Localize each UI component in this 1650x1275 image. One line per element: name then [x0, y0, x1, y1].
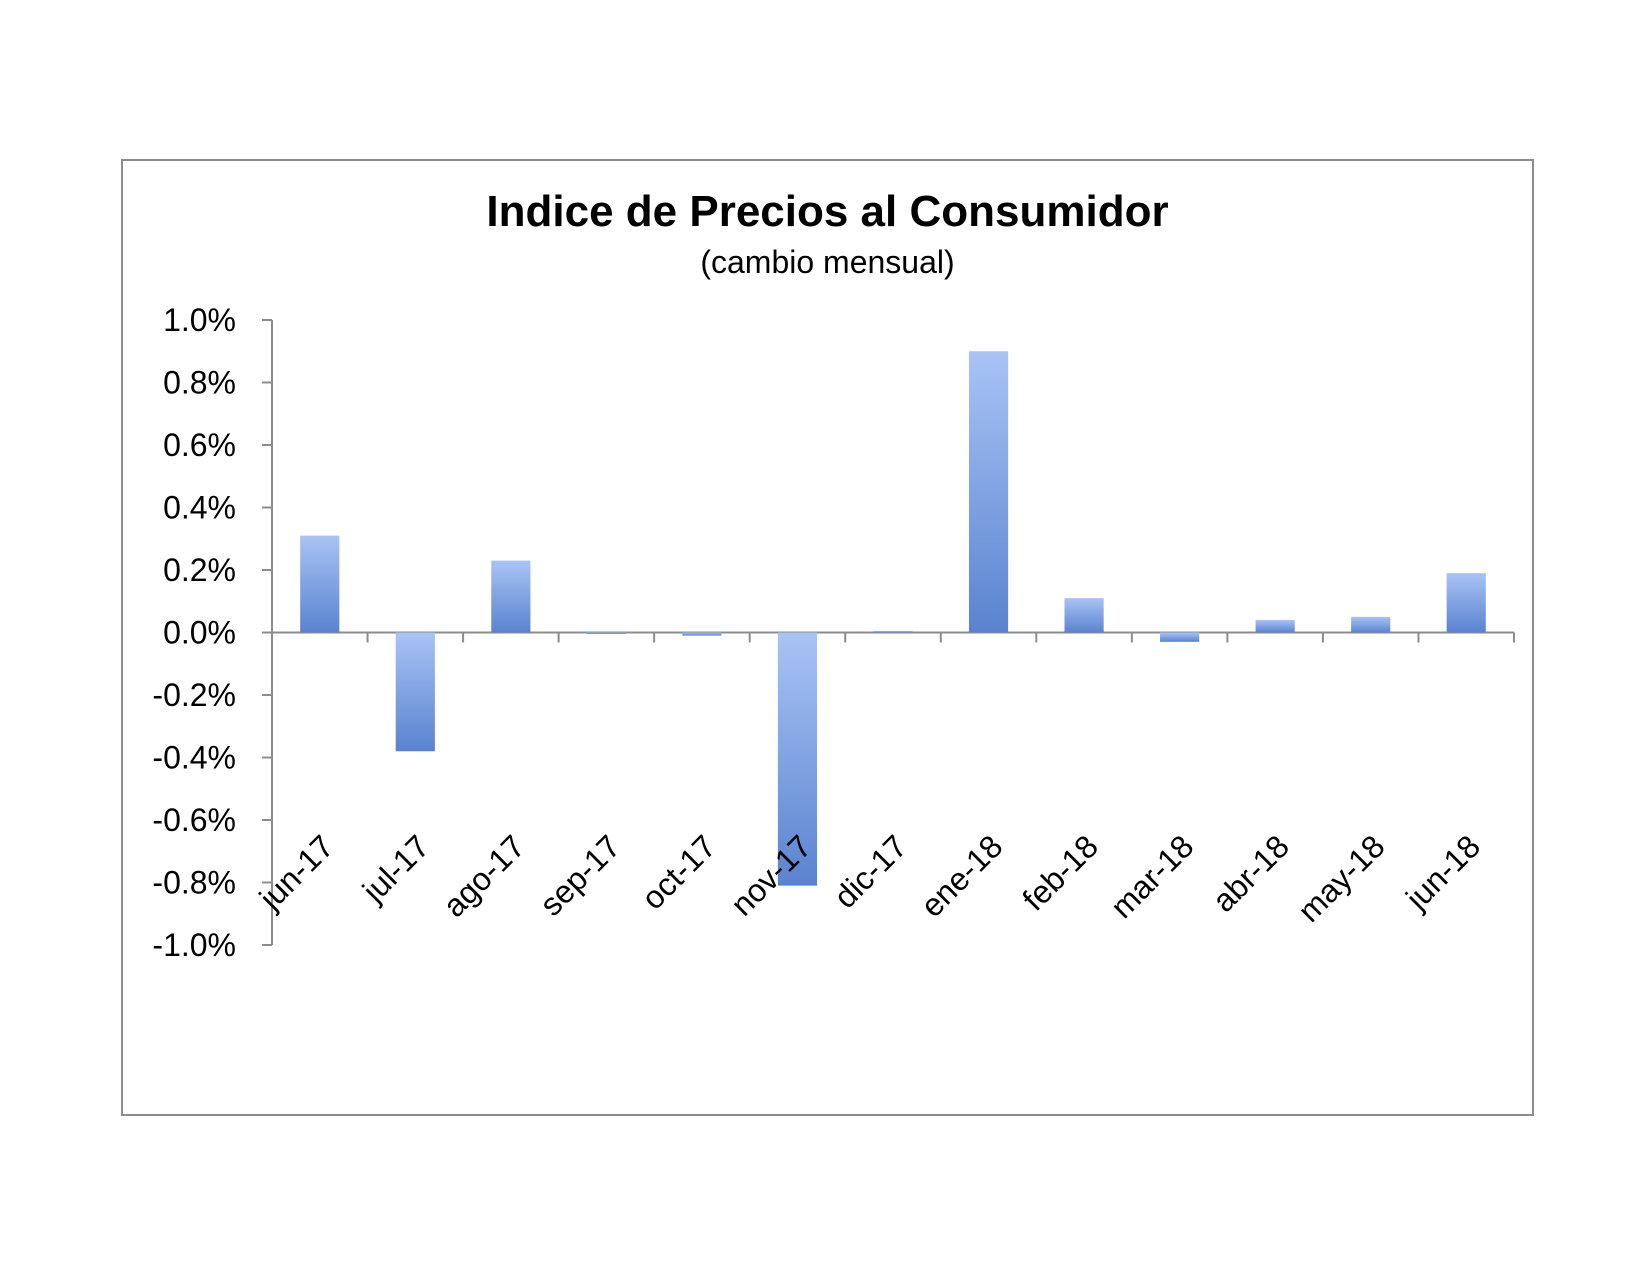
y-tick-label: 0.2%	[163, 552, 236, 588]
bar-abr-18	[1255, 620, 1295, 633]
x-tick-label: abr-18	[1205, 828, 1296, 919]
y-tick-label: -0.6%	[152, 802, 236, 838]
bar-ene-18	[968, 351, 1009, 633]
bar-may-18	[1351, 616, 1391, 633]
x-tick-label: may-18	[1291, 828, 1392, 929]
bar-feb-18	[1064, 598, 1104, 633]
bar-nov-17	[777, 632, 818, 886]
bar-mar-18	[1160, 632, 1200, 642]
chart-plot: 1.0% 0.8% 0.6% 0.4% 0.2% 0.0% -0.2% -0.4% -0.6% -…	[152, 302, 1515, 963]
chart-frame: Indice de Precios al Consumidor (cambio …	[121, 159, 1534, 1116]
x-tick-label: sep-17	[533, 828, 628, 923]
axes-layer	[262, 319, 1515, 946]
x-tick-label: jun-17	[252, 828, 341, 917]
x-tick-label: oct-17	[635, 828, 723, 916]
x-tick-label: ene-18	[914, 828, 1010, 924]
bar-dic-17	[873, 630, 913, 633]
y-tick-label: -0.4%	[152, 740, 236, 776]
bar-jun-17	[300, 535, 340, 633]
y-tick-label: 0.6%	[163, 427, 236, 463]
y-tick-label: -0.2%	[152, 677, 236, 713]
x-tick-label: mar-18	[1103, 828, 1200, 925]
bar-jul-17	[395, 632, 435, 752]
y-tick-label: 0.8%	[163, 365, 236, 401]
y-tick-label: -1.0%	[152, 927, 236, 963]
y-tick-label: -0.8%	[152, 865, 236, 901]
x-tick-label: jul-17	[355, 828, 437, 910]
bar-jun-18	[1446, 573, 1486, 633]
bar-ago-17	[491, 560, 531, 633]
y-tick-label: 0.4%	[163, 490, 236, 526]
x-tick-label: ago-17	[436, 828, 532, 924]
chart-title: Indice de Precios al Consumidor	[486, 187, 1169, 236]
y-tick-label: 1.0%	[163, 302, 236, 338]
x-tick-label: jun-18	[1398, 828, 1487, 917]
x-tick-label: dic-17	[827, 828, 914, 915]
x-tick-label: feb-18	[1015, 828, 1105, 918]
bar-oct-17	[682, 632, 722, 636]
chart-subtitle: (cambio mensual)	[700, 244, 955, 280]
y-tick-label: 0.0%	[163, 615, 236, 651]
bar-sep-17	[586, 632, 626, 634]
bars-layer	[300, 351, 1486, 886]
